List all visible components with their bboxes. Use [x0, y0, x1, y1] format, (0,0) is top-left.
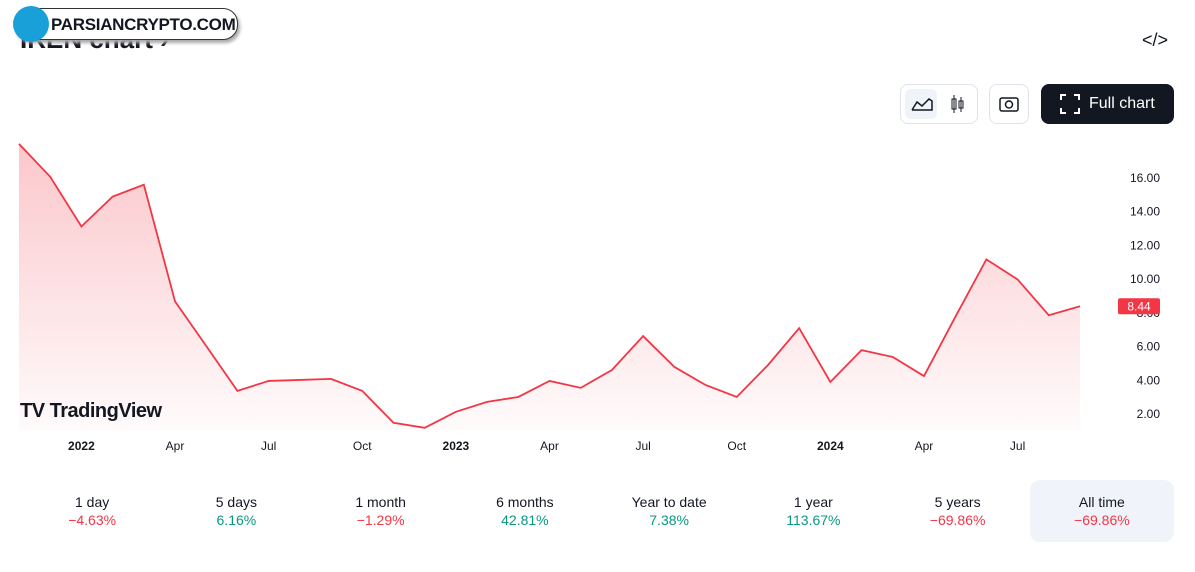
period-change: −69.86%	[1074, 512, 1130, 528]
period-label: All time	[1078, 494, 1125, 510]
price-line	[18, 143, 1081, 429]
x-tick-label: 2024	[817, 439, 844, 453]
period-bar: 1 day −4.63% 5 days 6.16% 1 month −1.29% 6 mon…	[20, 480, 1174, 542]
x-tick-label: Jul	[261, 439, 276, 453]
period-label: 1 day	[75, 494, 110, 510]
camera-icon	[999, 97, 1019, 112]
period-cell[interactable]: Year to date 7.38%	[597, 480, 741, 542]
period-label: 5 years	[934, 494, 981, 510]
period-cell[interactable]: 1 year 113.67%	[741, 480, 885, 542]
expand-icon	[1060, 94, 1080, 114]
chart-style-toggle	[900, 84, 978, 124]
period-cell[interactable]: All time −69.86%	[1029, 480, 1174, 542]
period-label: 6 months	[496, 494, 554, 510]
full-chart-button[interactable]: Full chart	[1041, 84, 1174, 124]
y-tick-label: 6.00	[1137, 340, 1161, 354]
x-tick-label: Apr	[540, 439, 559, 453]
period-cell[interactable]: 5 years −69.86%	[886, 480, 1030, 542]
x-tick-label: Jul	[1010, 439, 1025, 453]
period-label: 1 year	[793, 494, 833, 510]
last-price-tag	[1118, 298, 1160, 315]
line-style-button[interactable]	[905, 89, 937, 119]
x-tick-label: Jul	[635, 439, 650, 453]
period-label: 5 days	[215, 494, 257, 510]
screenshot-button[interactable]	[989, 84, 1029, 124]
embed-button[interactable]: </>	[1142, 30, 1169, 50]
period-cell[interactable]: 5 days 6.16%	[164, 480, 308, 542]
y-tick-label: 2.00	[1137, 407, 1161, 421]
candle-icon	[951, 95, 964, 113]
period-cell[interactable]: 1 day −4.63%	[20, 480, 164, 542]
period-change: −4.63%	[68, 512, 117, 528]
chart: 2.004.006.008.0010.0012.0014.0016.002022…	[18, 143, 1161, 453]
period-change: 113.67%	[786, 512, 841, 528]
watermark-logo	[13, 6, 49, 42]
period-change: 42.81%	[501, 512, 549, 528]
y-tick-label: 4.00	[1137, 373, 1161, 387]
y-tick-label: 10.00	[1130, 272, 1160, 286]
line-icon	[911, 98, 933, 111]
x-tick-label: Oct	[353, 439, 372, 453]
period-cell[interactable]: 6 months 42.81%	[453, 480, 597, 542]
brand: TV TradingView	[20, 400, 162, 422]
x-tick-label: Apr	[915, 439, 934, 453]
period-change: −1.29%	[356, 512, 405, 528]
period-change: 7.38%	[649, 512, 689, 528]
x-tick-label: 2023	[443, 439, 470, 453]
last-price-label: 8.44	[1127, 299, 1151, 313]
y-tick-label: 16.00	[1130, 171, 1160, 185]
watermark-text: PARSIANCRYPTO.COM	[51, 15, 236, 34]
period-label: 1 month	[355, 494, 406, 510]
brand-text: TradingView	[49, 400, 162, 422]
y-tick-label: 12.00	[1130, 238, 1160, 252]
x-tick-label: 2022	[68, 439, 95, 453]
period-change: −69.86%	[929, 512, 986, 528]
period-label: Year to date	[631, 494, 707, 510]
period-change: 6.16%	[216, 512, 257, 528]
full-chart-label: Full chart	[1089, 95, 1155, 112]
y-tick-label: 14.00	[1130, 205, 1160, 219]
watermark: PARSIANCRYPTO.COM	[13, 6, 238, 42]
period-cell[interactable]: 1 month −1.29%	[309, 480, 453, 542]
area-fill	[19, 143, 1080, 430]
x-tick-label: Apr	[166, 439, 185, 453]
candle-style-button[interactable]	[941, 89, 973, 119]
x-tick-label: Oct	[727, 439, 746, 453]
